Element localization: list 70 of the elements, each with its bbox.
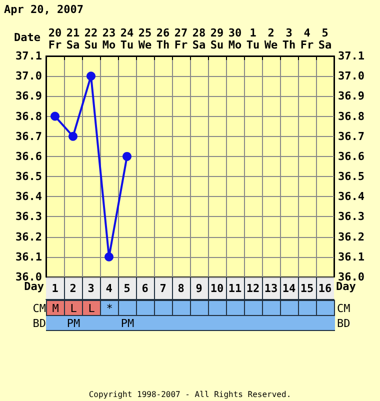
- point: [86, 72, 96, 81]
- y2-tick-label: 36.9: [338, 90, 364, 103]
- x-tick-label: 23 Mo: [102, 26, 116, 52]
- x2-tick-label: 7: [160, 282, 166, 295]
- y2-tick-label: 36.5: [338, 170, 364, 184]
- x-tick-label: 5 Sa: [318, 26, 332, 52]
- x2-tick-label: 13: [264, 282, 278, 295]
- y-tick-label: 37.1: [16, 50, 42, 62]
- category-label: CM: [32, 302, 46, 314]
- y-tick-label: 36.4: [16, 190, 42, 204]
- x-tick-label: 24 Tu: [120, 26, 134, 52]
- point: [50, 112, 60, 121]
- table-cell: M: [46, 300, 64, 316]
- y-tick-label: 36.9: [16, 90, 42, 103]
- y-tick-label: 36.8: [16, 110, 42, 123]
- x-tick-label: 3 Th: [282, 26, 296, 52]
- y-tick-label: 36.5: [16, 170, 42, 184]
- y2-tick-label: 37.1: [338, 50, 365, 62]
- x2-tick-label: 14: [282, 282, 296, 295]
- x2-tick-label: 15: [300, 282, 314, 295]
- x-tick-label: 21 Sa: [66, 26, 80, 52]
- x2-tick-label: 6: [142, 282, 149, 295]
- x-axis-title: Date: [14, 31, 41, 44]
- x-tick-label: 25 We: [138, 26, 152, 52]
- x2-tick-label: 16: [318, 282, 332, 295]
- y-tick-label: 36.3: [16, 210, 42, 224]
- point: [68, 132, 78, 141]
- table-cell: L: [64, 300, 82, 316]
- point: [104, 252, 114, 262]
- x2-tick-label: 11: [228, 282, 242, 295]
- table-cell: *: [100, 300, 118, 316]
- x2-tick-label: 3: [88, 282, 94, 295]
- y2-tick-label: 36.1: [338, 250, 365, 264]
- x2-tick-label: 10: [210, 282, 224, 295]
- y2-tick-label: 37.0: [338, 70, 364, 83]
- x2-tick-label: 5: [124, 282, 130, 295]
- y-tick-label: 36.1: [16, 250, 42, 264]
- y2-tick-label: 36.6: [338, 150, 365, 163]
- y2-tick-label: 36.2: [338, 230, 364, 244]
- chart-title: Apr 20, 2007: [4, 3, 84, 16]
- point: [122, 152, 132, 161]
- x-tick-label: 29 Su: [210, 26, 224, 52]
- y2-tick-label: 36.4: [338, 190, 365, 204]
- x-tick-label: 27 Fr: [174, 26, 188, 52]
- x-tick-label: 4 Fr: [300, 26, 314, 52]
- y-tick-label: 37.0: [16, 70, 42, 83]
- category-label: BD: [32, 316, 46, 330]
- x2-tick-label: 8: [178, 282, 184, 295]
- y-tick-label: 36.6: [16, 150, 42, 163]
- x-tick-label: 26 Th: [156, 26, 170, 52]
- x-tick-label: 1 Tu: [246, 26, 260, 52]
- y2-tick-label: 36.7: [338, 130, 364, 143]
- x2-tick-label: 12: [246, 282, 260, 295]
- x2-tick-label: 1: [52, 282, 59, 295]
- x-tick-label: 30 Mo: [228, 26, 242, 52]
- y2-tick-label: 36.8: [338, 110, 364, 123]
- x-tick-label: 2 We: [264, 26, 278, 52]
- x2-tick-label: 9: [196, 282, 202, 295]
- x2-tick-label: 2: [70, 282, 76, 295]
- x-tick-label: 22 Su: [84, 26, 98, 52]
- category-label: BD: [337, 316, 350, 330]
- y2-tick-label: 36.3: [338, 210, 364, 224]
- y-tick-label: 36.7: [16, 130, 42, 143]
- x2-tick-label: 4: [106, 282, 113, 295]
- category-label: CM: [337, 302, 350, 314]
- y-tick-label: 36.2: [16, 230, 42, 244]
- text: Copyright 1998-2007 - All Rights Reserved.: [88, 390, 292, 399]
- x-tick-label: 28 Sa: [192, 26, 206, 52]
- x-tick-label: 20 Fr: [48, 26, 62, 52]
- table-cell: L: [82, 300, 100, 316]
